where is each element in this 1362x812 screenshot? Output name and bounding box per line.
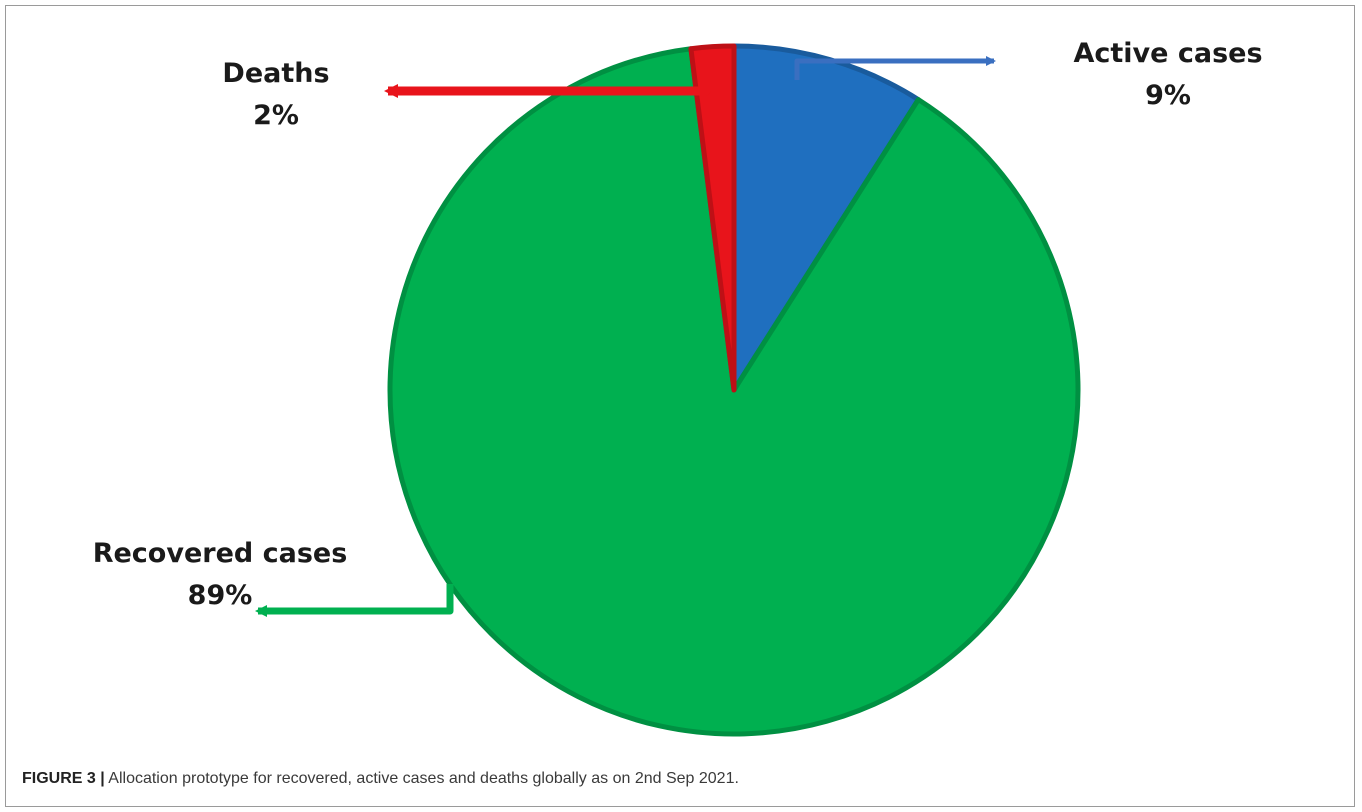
pie-slice-deaths <box>688 43 737 393</box>
slice-value-deaths: 2% <box>253 100 299 131</box>
slice-label-active-cases: Active cases <box>1073 38 1262 69</box>
slice-value-recovered-cases: 89% <box>188 580 253 611</box>
slice-value-active-cases: 9% <box>1145 80 1191 111</box>
figure-label: FIGURE 3 | <box>22 770 105 787</box>
caption-text: Allocation prototype for recovered, acti… <box>108 770 739 787</box>
figure-caption: FIGURE 3 | Allocation prototype for reco… <box>22 770 1342 788</box>
slice-label-recovered-cases: Recovered cases <box>93 538 348 569</box>
leader-line-active-cases <box>794 56 996 80</box>
leader-line-recovered-cases <box>255 584 454 617</box>
slice-label-deaths: Deaths <box>222 58 329 89</box>
leader-line-deaths <box>384 63 711 98</box>
